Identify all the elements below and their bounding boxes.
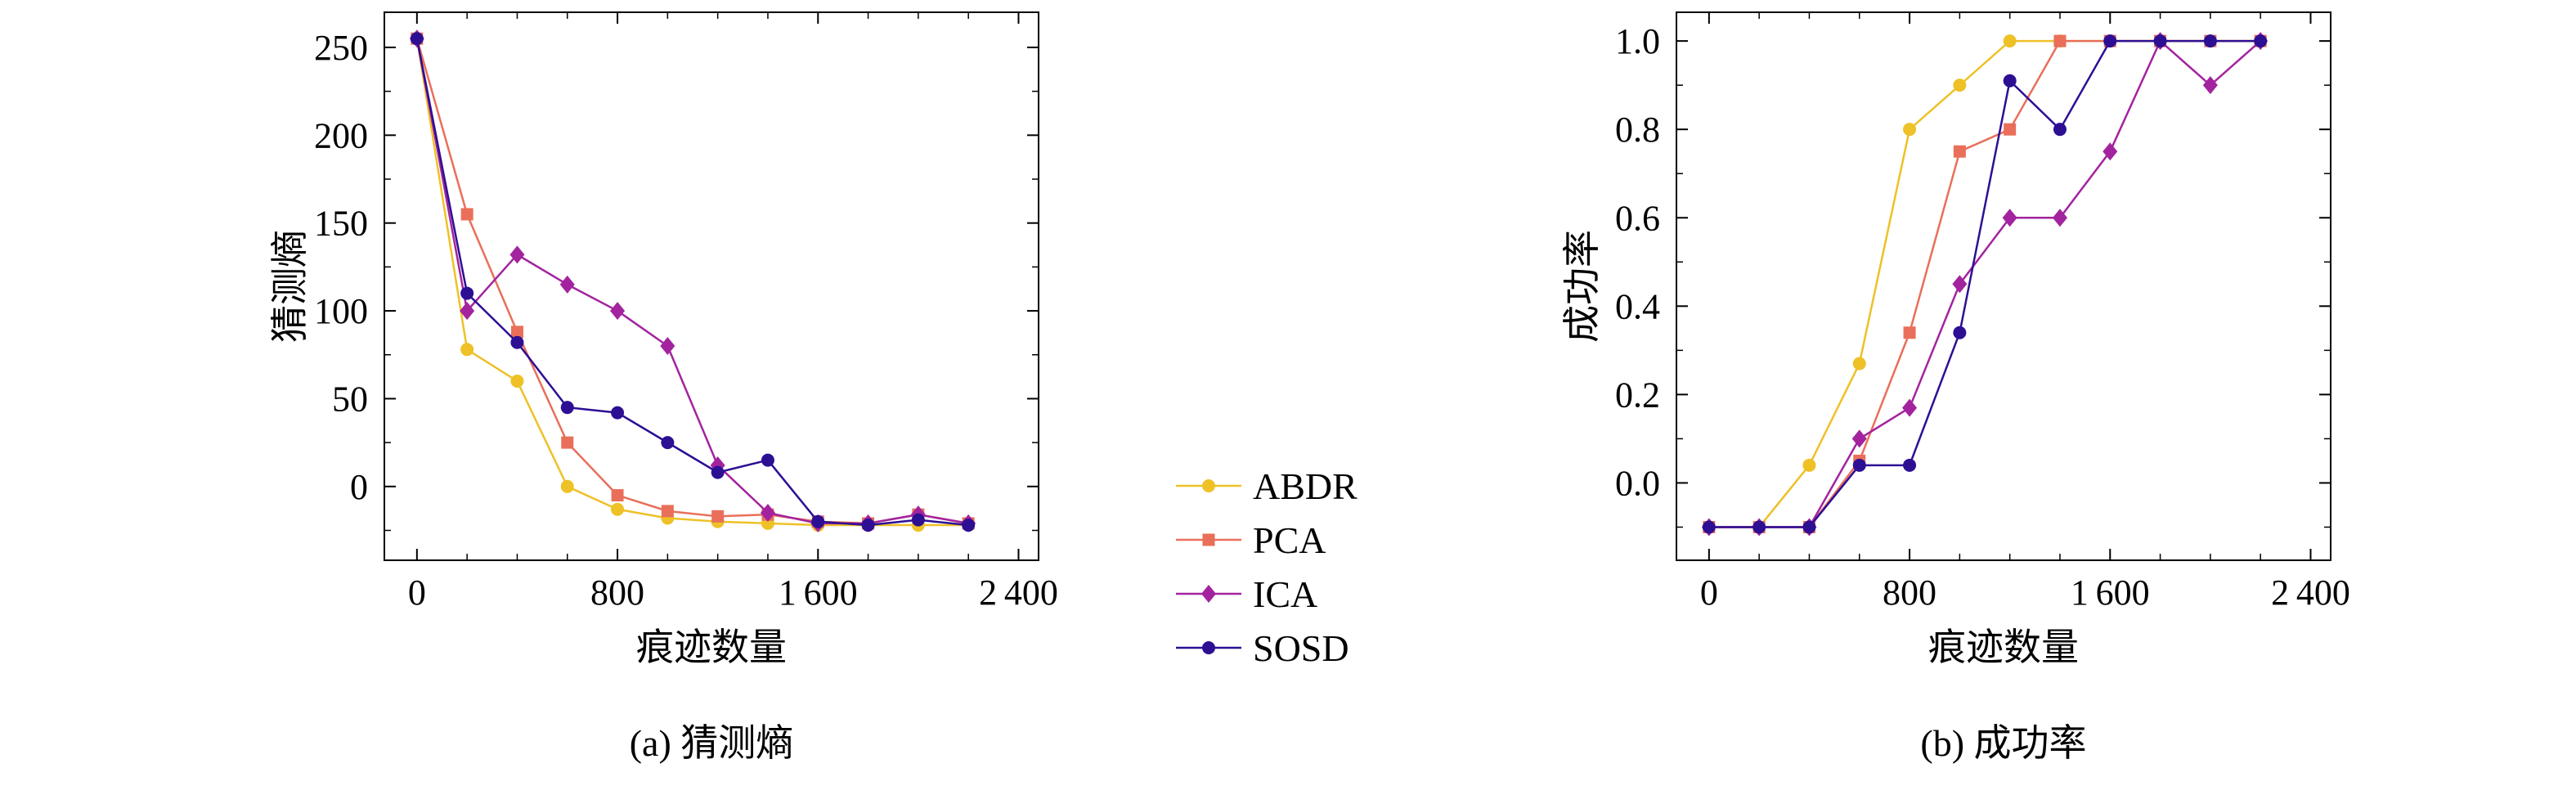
legend: ABDR PCA ICA SOSD: [1174, 463, 1358, 671]
figure-a: 0 800 1 600 2 400 0 50 100 150 200 250 痕迹数量 猜测熵 (a)…: [245, 0, 1096, 767]
svg-text:猜测熵: 猜测熵: [269, 230, 311, 343]
svg-text:50: 50: [332, 379, 368, 419]
svg-text:成功率: 成功率: [1561, 230, 1603, 343]
legend-label-sosd: SOSD: [1253, 627, 1349, 669]
svg-text:250: 250: [314, 28, 368, 68]
sosd-line-marker-icon: [1176, 641, 1241, 654]
legend-label-ica: ICA: [1253, 573, 1318, 615]
svg-text:0: 0: [1700, 573, 1718, 613]
svg-text:2 400: 2 400: [2271, 573, 2350, 613]
svg-text:0.8: 0.8: [1615, 110, 1660, 150]
svg-text:100: 100: [314, 291, 368, 331]
svg-text:0.4: 0.4: [1615, 286, 1660, 326]
svg-text:2 400: 2 400: [979, 573, 1058, 613]
guessing-entropy-chart: 0 800 1 600 2 400 0 50 100 150 200 250 痕迹数量 猜测熵: [269, 11, 1058, 668]
abdr-line-marker-icon: [1176, 479, 1241, 492]
svg-text:0: 0: [350, 467, 368, 507]
svg-text:0.0: 0.0: [1615, 463, 1660, 503]
legend-item-pca: PCA: [1174, 517, 1358, 563]
svg-text:1 600: 1 600: [779, 573, 858, 613]
legend-item-sosd: SOSD: [1174, 625, 1358, 671]
pca-line-marker-icon: [1176, 533, 1241, 546]
svg-text:1.0: 1.0: [1615, 21, 1660, 61]
svg-text:0: 0: [408, 573, 426, 613]
svg-text:800: 800: [590, 573, 644, 613]
svg-text:痕迹数量: 痕迹数量: [1928, 627, 2079, 668]
svg-text:0.6: 0.6: [1615, 198, 1660, 238]
svg-text:800: 800: [1883, 573, 1936, 613]
svg-text:200: 200: [314, 115, 368, 155]
success-rate-chart: 0 800 1 600 2 400 0.0 0.2 0.4 0.6 0.8 1.0 痕迹数量 成功率: [1561, 11, 2350, 668]
legend-item-abdr: ABDR: [1174, 463, 1358, 509]
svg-text:0.2: 0.2: [1615, 375, 1660, 415]
ica-line-marker-icon: [1176, 585, 1241, 603]
svg-text:痕迹数量: 痕迹数量: [636, 627, 787, 668]
figure-b: 0 800 1 600 2 400 0.0 0.2 0.4 0.6 0.8 1.0 痕迹数量 成功率 …: [1537, 0, 2388, 767]
legend-label-pca: PCA: [1253, 519, 1326, 561]
legend-item-ica: ICA: [1174, 571, 1358, 617]
svg-text:1 600: 1 600: [2071, 573, 2150, 613]
caption-b: (b) 成功率: [1920, 722, 2087, 764]
legend-label-abdr: ABDR: [1253, 465, 1358, 507]
caption-a: (a) 猜测熵: [629, 722, 794, 764]
svg-text:150: 150: [314, 204, 368, 244]
